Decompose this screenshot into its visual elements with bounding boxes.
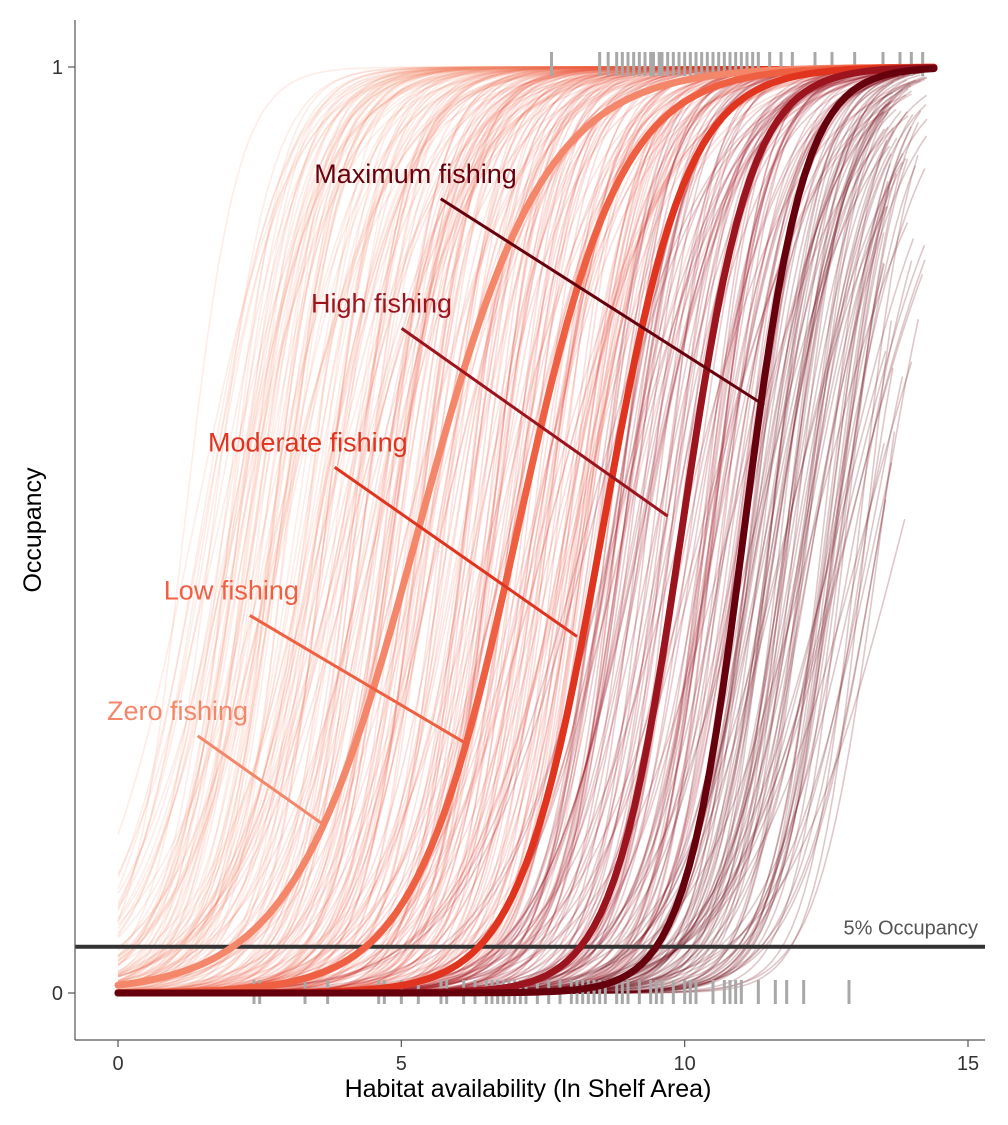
x-axis-title: Habitat availability (ln Shelf Area)	[345, 1075, 712, 1103]
posterior-draw-line	[117, 66, 894, 972]
pointer-low-fishing	[249, 614, 465, 744]
label-maximum-fishing: Maximum fishing	[314, 159, 517, 189]
y-tick-label: 0	[52, 983, 63, 1005]
label-high-fishing: High fishing	[311, 288, 452, 318]
posterior-draw-line	[117, 66, 890, 984]
posterior-draw-line	[117, 66, 892, 994]
posterior-draw-line	[117, 66, 897, 994]
posterior-draw-line	[117, 66, 894, 993]
posterior-draw-line	[117, 66, 896, 994]
fishing-level-curves	[114, 63, 938, 997]
posterior-draw-line	[117, 66, 884, 982]
axes: 0 5 10 15 0 1 Habitat availability (ln Shelf A…	[19, 20, 985, 1103]
posterior-draw-line	[117, 66, 894, 987]
posterior-draw-curves	[117, 66, 929, 994]
posterior-draw-line	[117, 66, 896, 994]
posterior-draw-line	[117, 66, 898, 994]
label-zero-fishing: Zero fishing	[107, 696, 248, 726]
y-tick-label: 1	[52, 57, 63, 79]
label-low-fishing: Low fishing	[164, 575, 299, 605]
y-axis-title: Occupancy	[19, 467, 47, 593]
curve-labels: Zero fishing Low fishing Moderate fishing H…	[107, 159, 517, 726]
posterior-draw-line	[117, 66, 898, 962]
x-tick-label: 5	[396, 1053, 407, 1075]
x-tick-label: 0	[112, 1053, 123, 1075]
x-tick-label: 15	[957, 1053, 979, 1075]
posterior-draw-line	[117, 66, 896, 988]
posterior-draw-line	[117, 69, 905, 993]
pointer-moderate-fishing	[333, 466, 578, 638]
label-moderate-fishing: Moderate fishing	[208, 427, 408, 457]
posterior-draw-line	[117, 66, 894, 994]
x-tick-label: 10	[674, 1053, 696, 1075]
posterior-draw-line	[117, 66, 897, 991]
posterior-draw-line	[117, 66, 898, 994]
label-pointer-lines	[196, 197, 765, 825]
curve-maximum-fishing	[114, 65, 938, 997]
posterior-draw-line	[118, 66, 892, 994]
posterior-draw-line	[117, 66, 889, 949]
posterior-draw-line	[117, 66, 884, 975]
posterior-draw-line	[117, 66, 884, 987]
pointer-high-fishing	[400, 327, 669, 518]
reference-line-label: 5% Occupancy	[843, 918, 978, 940]
curve-low-fishing	[114, 63, 938, 997]
pointer-zero-fishing	[196, 734, 323, 825]
pointer-maximum-fishing	[439, 197, 765, 407]
posterior-draw-line	[117, 66, 896, 878]
posterior-draw-line	[117, 66, 895, 967]
posterior-draw-line	[117, 66, 891, 922]
